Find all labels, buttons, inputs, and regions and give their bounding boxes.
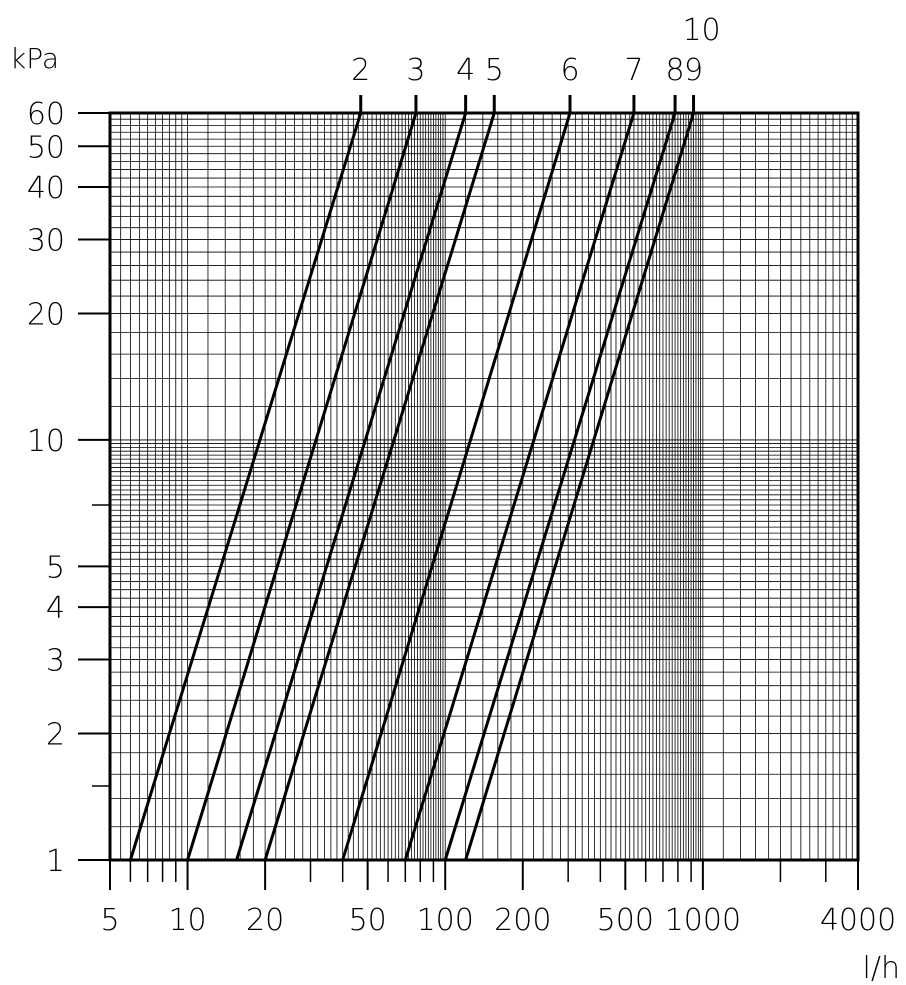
- y-tick-label-1: 1: [46, 844, 65, 879]
- x-tick-label-4000: 4000: [820, 903, 896, 938]
- x-tick-label-200: 200: [494, 903, 551, 938]
- y-tick-label-5: 5: [46, 550, 65, 585]
- y-tick-label-3: 3: [46, 644, 65, 679]
- y-tick-label-60: 60: [27, 97, 65, 132]
- series-line-8: [443, 112, 677, 861]
- series-label-3: 3: [406, 53, 425, 88]
- x-tick-label-500: 500: [597, 903, 654, 938]
- series-line-2: [128, 112, 363, 861]
- plot-frame: [108, 111, 860, 862]
- y-tick-label-40: 40: [27, 171, 65, 206]
- x-tick-label-20: 20: [246, 903, 284, 938]
- y-tick-label-4: 4: [46, 591, 65, 626]
- x-tick-label-10: 10: [168, 903, 206, 938]
- series-line-5: [263, 112, 496, 861]
- series-label-2: 2: [351, 53, 370, 88]
- y-axis-label: kPa: [10, 42, 59, 75]
- y-tick-label-20: 20: [27, 297, 65, 332]
- plot-border: [108, 111, 860, 862]
- series-lines: 2 3 4 5 6 7 8 9 10: [128, 13, 721, 861]
- y-tick-label-30: 30: [27, 223, 65, 258]
- x-axis-label: l/h: [863, 951, 900, 985]
- series-label-5: 5: [485, 53, 504, 88]
- series-line-3: [186, 112, 418, 861]
- y-tick-label-2: 2: [46, 718, 65, 753]
- x-tick-label-100: 100: [417, 903, 474, 938]
- series-line-6: [341, 112, 572, 861]
- y-tick-label-50: 50: [27, 130, 65, 165]
- series-line-9: [464, 112, 695, 861]
- series-label-4: 4: [456, 53, 475, 88]
- x-tick-label-50: 50: [349, 903, 387, 938]
- series-label-8: 8: [666, 53, 685, 88]
- x-tick-label-1000: 1000: [665, 903, 741, 938]
- series-line-4: [235, 112, 468, 861]
- y-tick-label-10: 10: [27, 424, 65, 459]
- series-label-7: 7: [624, 53, 643, 88]
- series-line-7: [403, 112, 636, 861]
- x-tick-label-5: 5: [100, 903, 119, 938]
- grid: [110, 113, 858, 860]
- x-axis-ticks: 5 10 20 50 100 200 500 1000 4000: [100, 860, 896, 938]
- series-label-10: 10: [682, 13, 720, 48]
- series-label-6: 6: [560, 53, 579, 88]
- series-label-9: 9: [684, 53, 703, 88]
